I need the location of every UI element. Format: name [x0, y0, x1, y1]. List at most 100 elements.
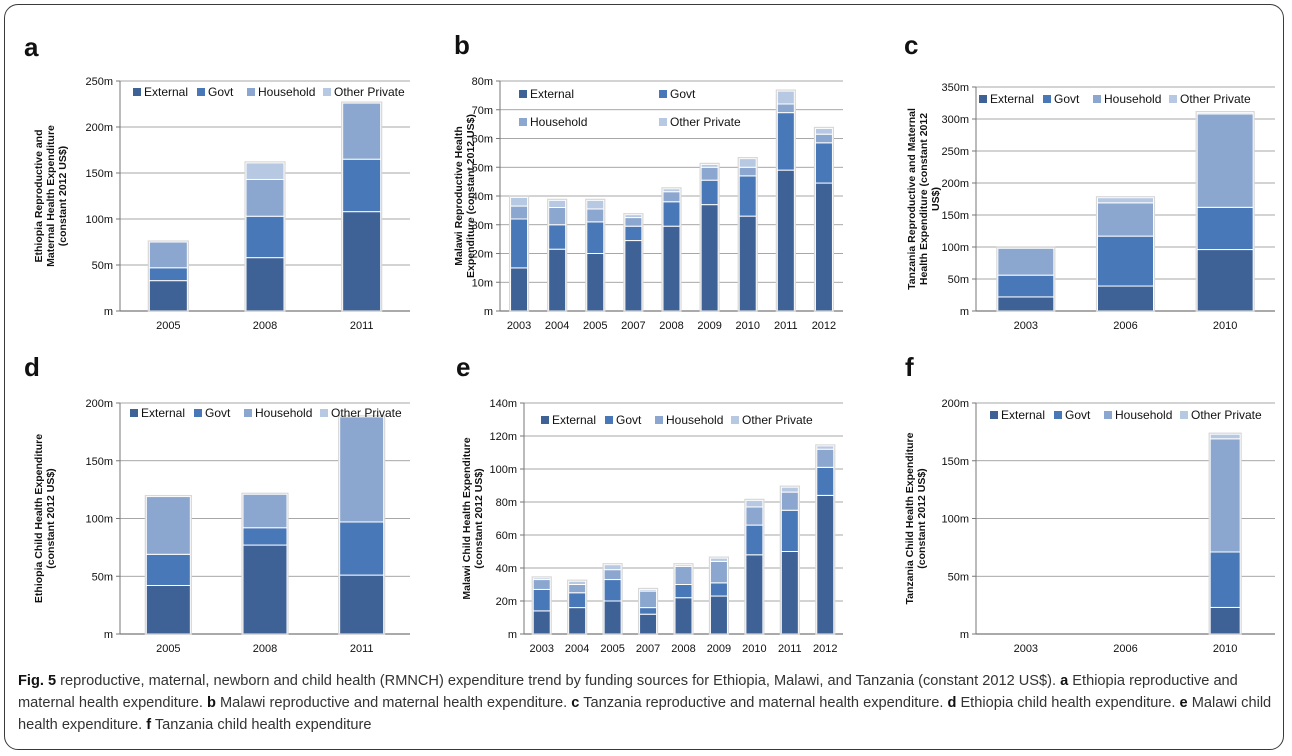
- chart-panel-c: c m 50m 100m 150m 200m 250m 300m 350m Tanzania Re…: [904, 30, 1275, 332]
- bar-segment: [1209, 438, 1241, 553]
- bar-segment: [709, 582, 728, 597]
- bar-segment: [1097, 285, 1154, 312]
- bar-segment: [603, 564, 622, 571]
- bar-stack: [775, 89, 796, 312]
- bar-segment: [245, 178, 285, 217]
- bar-segment: [780, 551, 799, 635]
- bar-stack: [147, 240, 189, 312]
- legend: External Govt Household Other Private: [130, 406, 402, 420]
- y-tick-label: 50m: [92, 571, 113, 583]
- legend-swatch: [655, 416, 663, 424]
- bar-segment: [745, 524, 764, 556]
- bar-stack: [1195, 110, 1255, 312]
- bar-segment: [586, 221, 605, 254]
- x-tick-label: 2008: [659, 320, 683, 332]
- panel-letter-b: b: [454, 30, 470, 60]
- bar-segment: [510, 205, 529, 220]
- bar-segment: [776, 112, 795, 171]
- legend-label: External: [144, 85, 188, 99]
- bar-outline: [813, 126, 835, 312]
- y-axis-label: Tanzania Reproductive and MaternalHealth…: [906, 108, 942, 290]
- y-tick-label: 150m: [941, 210, 969, 222]
- legend-swatch: [197, 88, 205, 96]
- y-axis-label-line: US$): [930, 187, 942, 211]
- legend-swatch: [133, 88, 141, 96]
- x-tick-label: 2006: [1113, 643, 1137, 655]
- bar-segment: [586, 253, 605, 312]
- bar-stack: [585, 198, 606, 312]
- y-tick-label: 100m: [85, 214, 113, 226]
- bar-segment: [709, 595, 728, 635]
- bar-outline: [531, 576, 552, 635]
- y-axis-label-line: (constant 2012 US$): [473, 468, 485, 568]
- bar-outline: [699, 162, 720, 312]
- bar-segment: [738, 215, 757, 312]
- legend-swatch: [244, 409, 252, 417]
- bar-segment: [816, 466, 835, 496]
- chart-panel-f: f m 50m 100m 150m 200m Tanzania Child Health E…: [904, 352, 1275, 655]
- legend-swatch: [1043, 95, 1051, 103]
- bar-segment: [148, 267, 188, 282]
- bar-segment: [776, 169, 795, 312]
- legend-label: External: [141, 406, 185, 420]
- bar-stack: [637, 587, 659, 635]
- y-tick-label: 40m: [472, 191, 493, 203]
- bar-segment: [700, 179, 719, 206]
- bar-segment: [342, 211, 382, 312]
- y-axis-label: Malawi Reproductive HealthExpenditure (c…: [453, 114, 477, 278]
- caption-item-d: Ethiopia child health expenditure.: [956, 695, 1180, 711]
- x-tick-label: 2009: [697, 320, 721, 332]
- x-tick-label: 2010: [735, 320, 759, 332]
- bar-segment: [662, 191, 681, 203]
- figure-caption: Fig. 5 reproductive, maternal, newborn a…: [18, 670, 1278, 736]
- bar-outline: [338, 415, 386, 635]
- bar-segment: [624, 217, 643, 227]
- bar-segment: [674, 597, 693, 635]
- bar-outline: [708, 556, 730, 635]
- panel-letter-c: c: [904, 30, 918, 60]
- legend-swatch: [659, 118, 667, 126]
- bar-segment: [814, 182, 833, 312]
- caption-item-f: Tanzania child health expenditure: [151, 717, 372, 733]
- legend-label: Govt: [1065, 408, 1091, 422]
- legend-label: Household: [666, 413, 723, 427]
- bar-stack: [708, 556, 730, 635]
- bar-segment: [662, 188, 681, 193]
- y-axis-label-line: Ethiopia Reproductive and: [33, 129, 45, 262]
- bar-segment: [816, 494, 835, 635]
- bar-segment: [1097, 202, 1154, 237]
- bar-segment: [1209, 606, 1241, 635]
- bar-segment: [624, 214, 643, 219]
- legend: External Govt Household Other Private: [519, 87, 741, 129]
- bar-outline: [744, 498, 765, 635]
- bar-segment: [674, 565, 693, 585]
- legend-swatch: [519, 118, 527, 126]
- bar-outline: [779, 485, 800, 635]
- y-tick-label: 50m: [948, 274, 969, 286]
- bar-segment: [548, 248, 567, 312]
- legend-swatch: [519, 90, 527, 98]
- bar-segment: [745, 499, 764, 508]
- bar-segment: [639, 613, 658, 635]
- x-tick-label: 2007: [636, 643, 660, 655]
- bar-stack: [567, 579, 588, 635]
- bar-segment: [814, 133, 833, 144]
- y-tick-label: 250m: [85, 76, 113, 88]
- bar-outline: [341, 101, 383, 312]
- y-axis-label-line: Tanzania Child Health Expenditure: [904, 432, 916, 604]
- legend-label: External: [990, 92, 1034, 106]
- legend-label: Other Private: [1180, 92, 1251, 106]
- bar-segment: [639, 607, 658, 615]
- x-tick-label: 2010: [742, 643, 766, 655]
- y-tick-label: 60m: [472, 134, 493, 146]
- x-tick-label: 2005: [156, 643, 180, 655]
- bar-outline: [1208, 432, 1242, 635]
- bar-segment: [624, 240, 643, 312]
- bar-segment: [780, 491, 799, 511]
- x-tick-label: 2003: [1014, 320, 1038, 332]
- bar-segment: [548, 224, 567, 250]
- bar-stack: [244, 161, 286, 312]
- bar-outline: [673, 563, 694, 635]
- bar-outline: [585, 198, 606, 312]
- bar-outline: [1095, 196, 1156, 312]
